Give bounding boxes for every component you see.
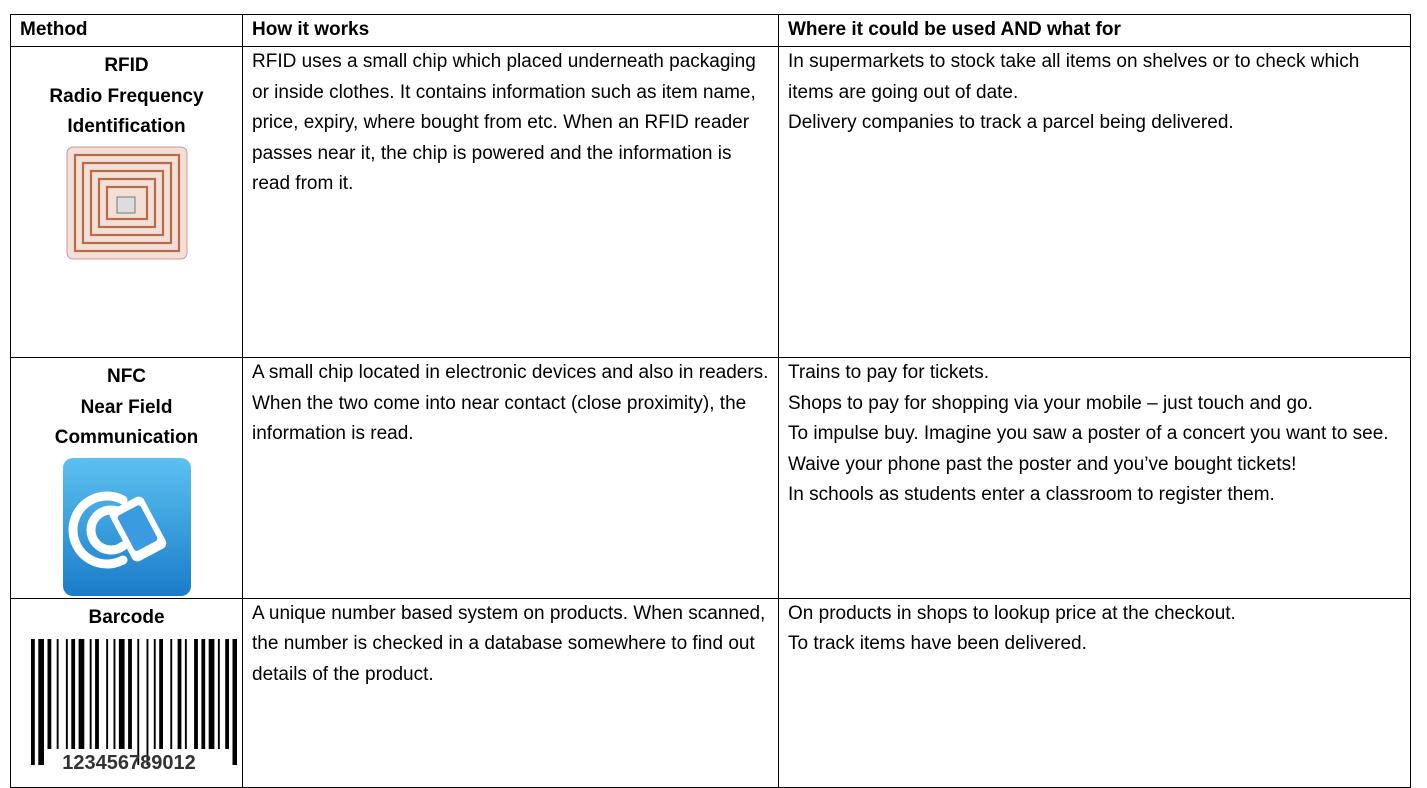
- header-cell: Method: [10, 14, 243, 47]
- barcode-image: 123456789012: [30, 639, 237, 774]
- how-text: RFID uses a small chip which placed unde…: [252, 51, 756, 194]
- header-row: Method How it works Where it could be used…: [10, 14, 1411, 47]
- method-name: Radio Frequency: [49, 85, 204, 107]
- method-name: Communication: [54, 427, 199, 448]
- where-text: On products in shops to lookup price at …: [788, 602, 1236, 624]
- how-cell: RFID uses a small chip which placed unde…: [242, 46, 779, 358]
- where-text: To track items have been delivered.: [788, 633, 1087, 654]
- how-cell: A unique number based system on products…: [242, 597, 779, 788]
- method-cell: RFID Radio Frequency Identification: [10, 46, 243, 358]
- where-text: To impulse buy. Imagine you saw a poster…: [788, 423, 1389, 475]
- where-text: Shops to pay for shopping via your mobil…: [788, 392, 1313, 414]
- how-text: A small chip located in electronic devic…: [252, 362, 769, 444]
- where-text: In supermarkets to stock take all items …: [788, 51, 1360, 103]
- method-name: Near Field: [80, 396, 173, 418]
- where-cell: Trains to pay for tickets. Shops to pay f…: [778, 357, 1411, 599]
- where-cell: In supermarkets to stock take all items …: [778, 46, 1411, 358]
- where-text: In schools as students enter a classroom…: [788, 484, 1275, 505]
- where-text: Trains to pay for tickets.: [788, 362, 989, 383]
- table-row: Barcode 123456789012 A unique number bas…: [10, 597, 1411, 788]
- table-row: NFC Near Field Communication A small chip …: [10, 357, 1411, 599]
- method-name: Barcode: [88, 606, 165, 628]
- how-cell: A small chip located in electronic devic…: [242, 357, 779, 599]
- method-cell: Barcode 123456789012: [10, 597, 243, 788]
- where-text: Delivery companies to track a parcel bei…: [788, 112, 1234, 133]
- method-name: NFC: [106, 366, 147, 387]
- how-text: A unique number based system on products…: [252, 602, 766, 685]
- method-cell: NFC Near Field Communication: [10, 357, 243, 599]
- barcode-digits: 123456789012: [62, 752, 195, 774]
- where-cell: On products in shops to lookup price at …: [778, 597, 1411, 788]
- comparison-table: Method How it works Where it could be used…: [10, 14, 1411, 788]
- method-name: RFID: [104, 55, 149, 76]
- header-cell: How it works: [242, 14, 779, 47]
- table-row: RFID Radio Frequency Identification RFID u…: [10, 46, 1411, 358]
- method-name: Identification: [67, 116, 186, 137]
- header-cell: Where it could be used AND what for: [778, 14, 1411, 47]
- nfc-icon: [62, 457, 191, 596]
- rfid-image: [66, 146, 187, 259]
